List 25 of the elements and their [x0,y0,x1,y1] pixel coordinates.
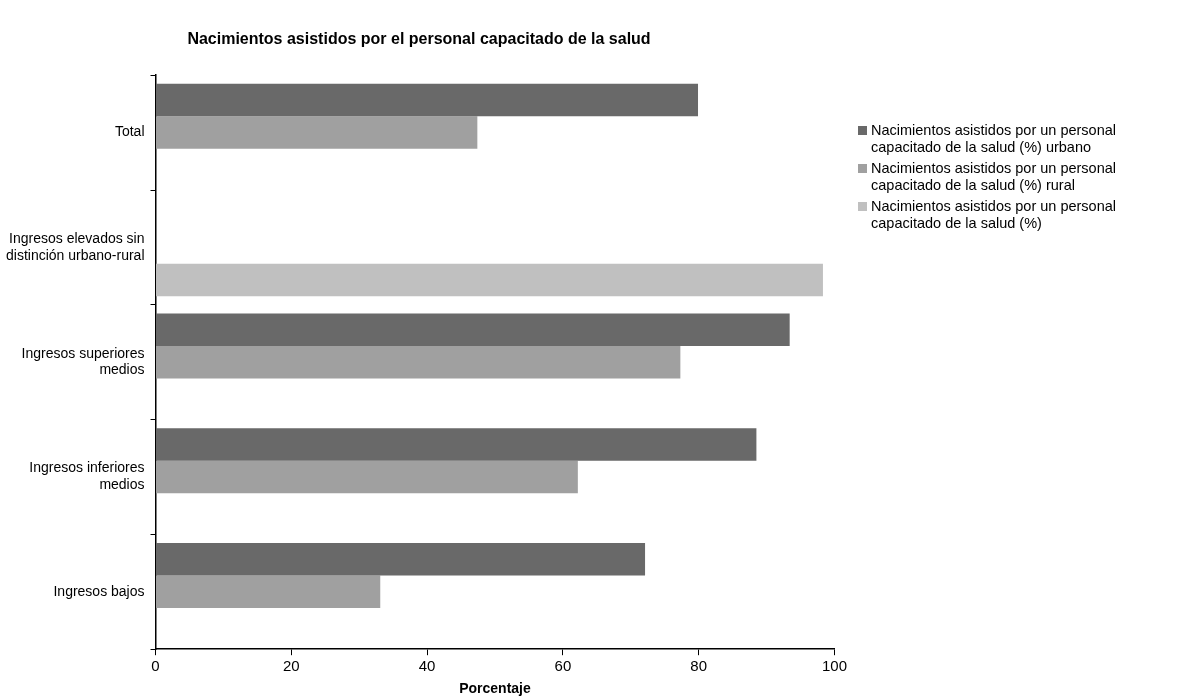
chart-title: Nacimientos asistidos por el personal capacitado de la salud [187,30,651,48]
legend-label: Nacimientos asistidos por un personal capacitado de la salud (%) [871,198,1117,232]
bar [156,460,578,494]
x-tick-label: 60 [554,657,572,675]
x-tick-label: 0 [151,657,160,675]
y-tick-label: Total [114,123,145,140]
x-tick-label: 100 [821,657,847,675]
x-tick-label: 40 [418,657,436,675]
legend-label: Nacimientos asistidos por un personal capacitado de la salud (%) rural [871,160,1117,194]
x-axis-title: Porcentaje [459,680,531,697]
y-tick-label: Ingresos bajos [53,582,145,599]
y-tick-label: Ingresos inferiores medios [29,459,145,493]
bar [156,83,699,117]
bar [156,543,646,576]
bar [156,263,823,297]
bar [156,345,681,379]
x-tick-label: 80 [690,657,708,675]
bar [156,313,790,346]
y-tick-label: Ingresos superiores medios [21,344,145,378]
x-tick-label: 20 [282,657,300,675]
legend-label: Nacimientos asistidos por un personal capacitado de la salud (%) urbano [871,122,1117,156]
bar [156,575,381,609]
bar [156,116,478,149]
bar [156,428,757,461]
y-tick-label: Ingresos elevados sin distinción urbano-rural [5,229,145,263]
